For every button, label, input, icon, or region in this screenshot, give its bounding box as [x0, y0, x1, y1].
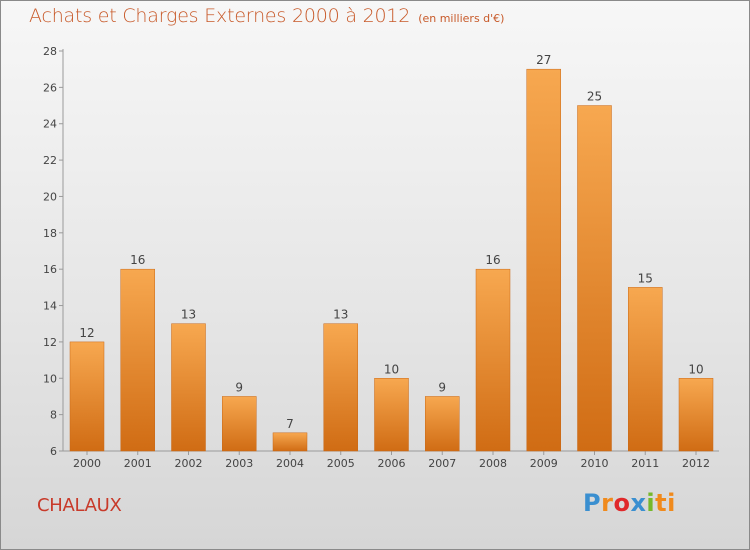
logo-letter: ti — [655, 489, 676, 517]
logo-letter: x — [630, 489, 647, 517]
x-tick-label: 2007 — [428, 457, 456, 470]
y-tick-label: 22 — [43, 154, 57, 167]
x-tick-label: 2006 — [378, 457, 406, 470]
bar — [526, 68, 561, 452]
bar — [272, 432, 308, 452]
data-label: 16 — [130, 253, 145, 267]
data-label: 10 — [384, 362, 399, 376]
chart-unit: (en milliers d'€) — [418, 12, 505, 25]
x-tick-label: 2012 — [682, 457, 710, 470]
logo-letter: r — [601, 489, 614, 517]
chart-bars — [69, 68, 714, 452]
logo-letter: i — [646, 489, 656, 517]
data-label: 7 — [286, 417, 294, 431]
x-tick-label: 2000 — [73, 457, 101, 470]
y-tick-label: 16 — [43, 263, 57, 276]
y-tick-label: 18 — [43, 227, 57, 240]
proxiti-logo: Proxiti — [583, 489, 676, 517]
commune-name: CHALAUX — [37, 495, 122, 516]
y-tick-label: 20 — [43, 190, 57, 203]
logo-letter: o — [613, 489, 631, 517]
bar — [577, 105, 612, 452]
data-label: 10 — [688, 362, 703, 376]
bar — [374, 378, 409, 452]
bar — [171, 323, 206, 452]
data-label: 9 — [438, 380, 446, 394]
y-tick-label: 8 — [50, 409, 57, 422]
bar — [475, 268, 511, 452]
bar — [222, 396, 257, 452]
data-label: 9 — [235, 380, 243, 394]
bar — [69, 341, 105, 452]
bar — [678, 378, 714, 452]
x-tick-label: 2002 — [175, 457, 203, 470]
y-tick-label: 12 — [43, 336, 57, 349]
x-tick-label: 2005 — [327, 457, 355, 470]
data-label: 16 — [485, 253, 500, 267]
bar — [628, 287, 663, 452]
bar — [120, 268, 155, 452]
bar — [425, 396, 460, 452]
y-tick-label: 10 — [43, 372, 57, 385]
y-tick-label: 28 — [43, 45, 57, 58]
logo-letter: P — [583, 489, 602, 517]
x-tick-label: 2011 — [631, 457, 659, 470]
data-label: 13 — [333, 308, 348, 322]
chart-title: Achats et Charges Externes 2000 à 2012 — [29, 5, 411, 27]
data-label: 25 — [587, 90, 602, 104]
x-tick-label: 2009 — [530, 457, 558, 470]
data-label: 15 — [638, 271, 653, 285]
bar — [323, 323, 358, 452]
chart-title-block: Achats et Charges Externes 2000 à 2012 (e… — [29, 5, 504, 27]
data-label: 13 — [181, 308, 196, 322]
x-tick-label: 2008 — [479, 457, 507, 470]
y-tick-label: 6 — [50, 445, 57, 458]
x-tick-label: 2010 — [581, 457, 609, 470]
x-tick-label: 2004 — [276, 457, 304, 470]
x-tick-label: 2001 — [124, 457, 152, 470]
y-tick-label: 26 — [43, 81, 57, 94]
y-tick-label: 14 — [43, 300, 57, 313]
x-tick-label: 2003 — [225, 457, 253, 470]
y-tick-label: 24 — [43, 118, 57, 131]
chart-labels: 12 2000 16 2001 13 2002 9 2003 7 2004 13 2005 10 2006… — [73, 53, 710, 470]
data-label: 12 — [79, 326, 94, 340]
data-label: 27 — [536, 53, 551, 67]
